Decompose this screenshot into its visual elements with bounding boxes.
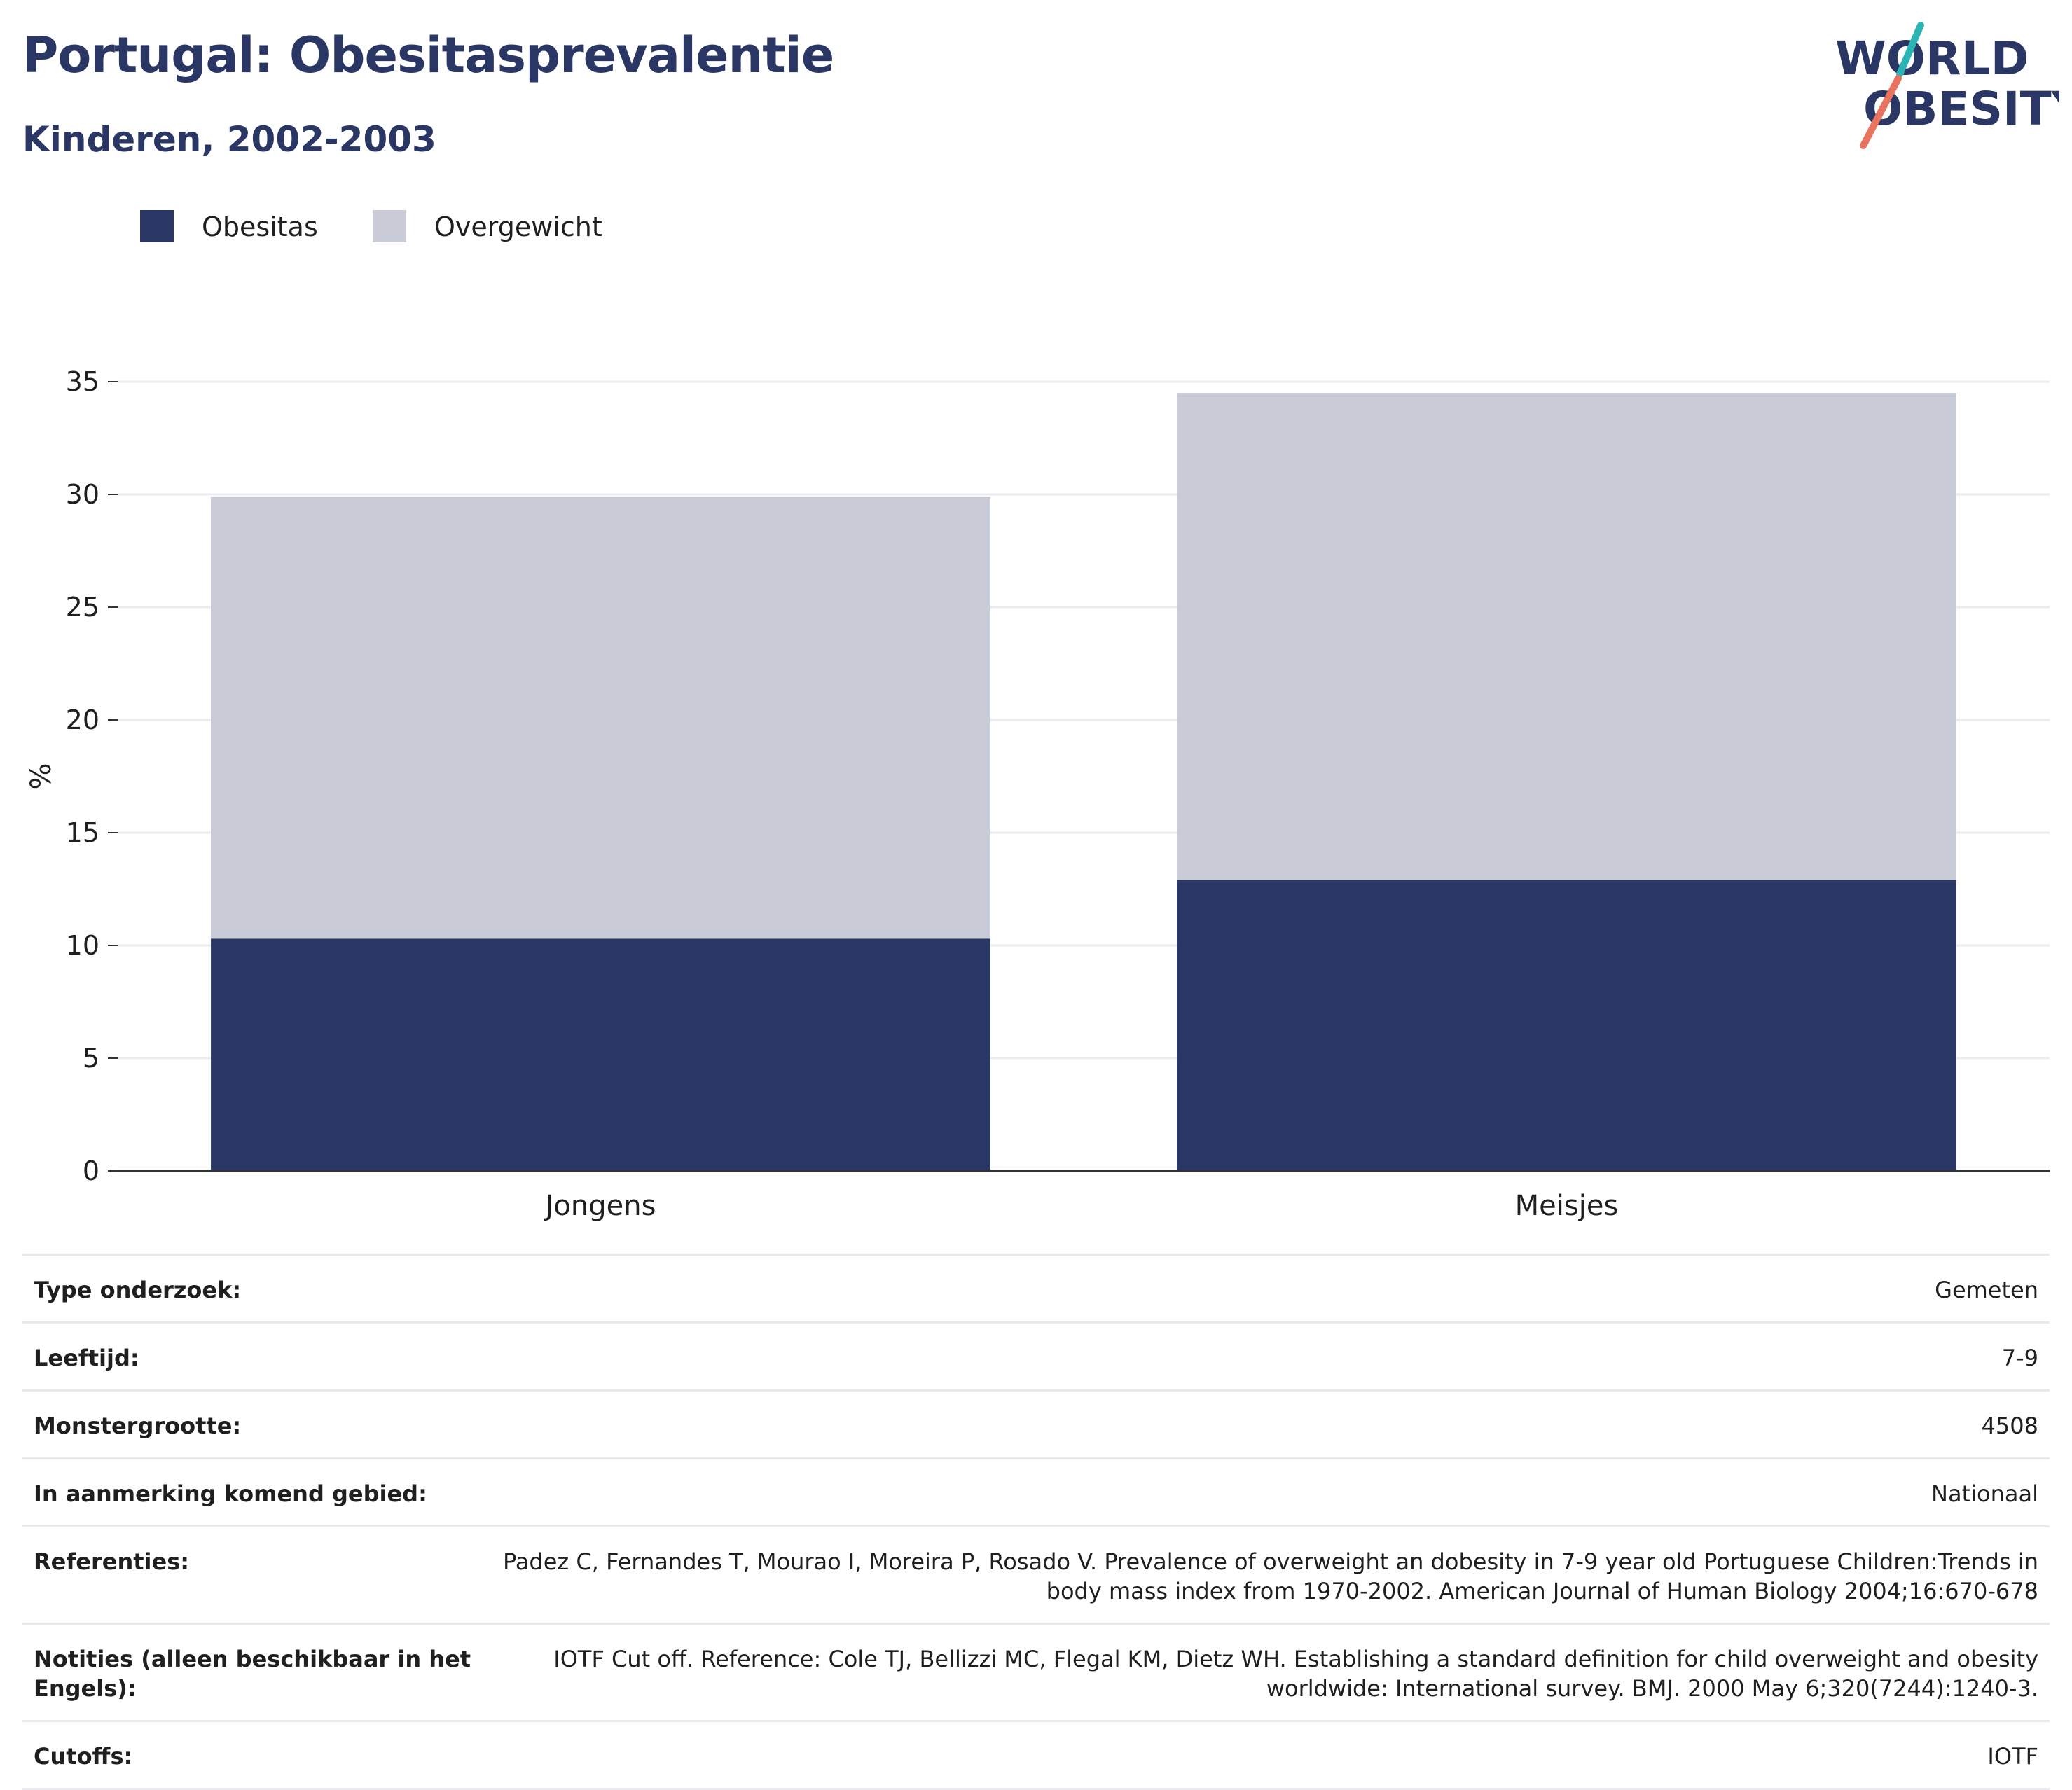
bar-jongens-obesitas <box>211 938 990 1171</box>
info-row: Type onderzoek: Gemeten <box>22 1254 2050 1321</box>
info-label: Referenties: <box>34 1548 190 1575</box>
info-row: Notities (alleen beschikbaar in het Enge… <box>22 1623 2050 1720</box>
info-row: Cutoffs: IOTF <box>22 1720 2050 1790</box>
y-axis-label: % <box>25 763 57 789</box>
info-value: Gemeten <box>1935 1277 2038 1303</box>
logo-slash-teal <box>1896 22 1924 78</box>
y-tick-label: 30 <box>66 479 99 510</box>
bar-jongens-overgewicht <box>211 497 990 939</box>
y-tick-label: 20 <box>66 705 99 735</box>
legend-swatch-1 <box>140 210 174 242</box>
info-row: In aanmerking komend gebied: Nationaal <box>22 1457 2050 1525</box>
info-value: Nationaal <box>1931 1480 2038 1507</box>
x-tick-label: Meisjes <box>1515 1190 1619 1222</box>
info-value: 4508 <box>1981 1413 2038 1439</box>
logo-text-obesity: OBESITY <box>1863 82 2059 136</box>
info-label: Monstergrootte: <box>34 1413 242 1439</box>
y-tick-label: 35 <box>66 366 99 397</box>
legend-label-1: Obesitas <box>202 211 318 242</box>
legend-swatch-2 <box>373 210 406 242</box>
logo-text-world: WORLD <box>1835 32 2029 85</box>
info-value: IOTF <box>1987 1743 2038 1770</box>
y-tick-label: 5 <box>83 1043 99 1074</box>
legend-label-2: Overgewicht <box>434 211 602 242</box>
survey-info-table: Type onderzoek: Gemeten Leeftijd: 7-9 Monste… <box>22 1254 2050 1790</box>
info-value: IOTF Cut off. Reference: Cole TJ, Belliz… <box>553 1646 2038 1702</box>
bar-meisjes-overgewicht <box>1177 393 1956 880</box>
page-title: Portugal: Obesitasprevalentie <box>22 27 834 84</box>
stacked-bar-chart: Obesitas Overgewicht 0 5 10 15 20 25 30 35% Jonge… <box>25 210 2050 1222</box>
info-label: In aanmerking komend gebied: <box>34 1480 427 1507</box>
info-label: Cutoffs: <box>34 1743 133 1770</box>
y-tick-label: 10 <box>66 930 99 961</box>
chart-bars <box>211 393 1956 1171</box>
info-label: Leeftijd: <box>34 1345 139 1371</box>
chart-legend: Obesitas Overgewicht <box>140 210 602 242</box>
y-tick-label: 25 <box>66 592 99 623</box>
info-value: Padez C, Fernandes T, Mourao I, Moreira … <box>502 1548 2038 1604</box>
logo-slash-coral <box>1860 75 1902 149</box>
world-obesity-logo: WORLD OBESITY <box>1835 22 2059 149</box>
info-label: Notities (alleen beschikbaar in het Enge… <box>34 1646 471 1702</box>
info-row: Monstergrootte: 4508 <box>22 1389 2050 1457</box>
info-value: 7-9 <box>2001 1345 2038 1371</box>
info-row: Referenties: Padez C, Fernandes T, Mourao… <box>22 1525 2050 1623</box>
bar-meisjes-obesitas <box>1177 880 1956 1171</box>
x-tick-label: Jongens <box>544 1190 656 1222</box>
y-tick-label: 15 <box>66 817 99 848</box>
info-row: Leeftijd: 7-9 <box>22 1321 2050 1389</box>
page-subtitle: Kinderen, 2002-2003 <box>22 119 436 160</box>
chart-axes: 0 5 10 15 20 25 30 35% Jongens Meisjes <box>25 366 2050 1222</box>
y-tick-label: 0 <box>83 1156 99 1186</box>
info-label: Type onderzoek: <box>34 1277 242 1303</box>
